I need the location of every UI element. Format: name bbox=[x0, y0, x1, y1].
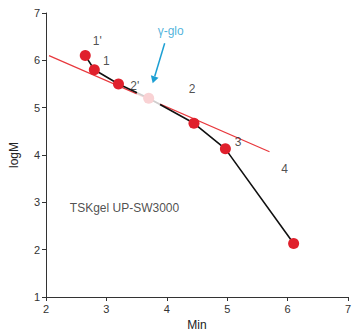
svg-text:5: 5 bbox=[224, 303, 230, 315]
svg-text:4: 4 bbox=[164, 303, 170, 315]
svg-text:γ-glo: γ-glo bbox=[158, 24, 184, 38]
svg-text:TSKgel UP-SW3000: TSKgel UP-SW3000 bbox=[70, 201, 180, 215]
svg-text:4: 4 bbox=[34, 149, 40, 161]
svg-text:7: 7 bbox=[34, 7, 40, 19]
svg-text:3: 3 bbox=[235, 135, 242, 149]
svg-text:4: 4 bbox=[281, 162, 288, 176]
svg-text:5: 5 bbox=[34, 102, 40, 114]
svg-text:1': 1' bbox=[93, 34, 102, 48]
svg-text:6: 6 bbox=[34, 54, 40, 66]
svg-text:3: 3 bbox=[103, 303, 109, 315]
svg-text:1: 1 bbox=[34, 291, 40, 303]
svg-text:2: 2 bbox=[43, 303, 49, 315]
svg-text:3: 3 bbox=[34, 196, 40, 208]
svg-text:7: 7 bbox=[345, 303, 351, 315]
svg-text:2': 2' bbox=[130, 79, 140, 94]
svg-text:2: 2 bbox=[189, 82, 196, 96]
svg-text:6: 6 bbox=[285, 303, 291, 315]
svg-text:logM: logM bbox=[7, 142, 21, 168]
svg-text:2: 2 bbox=[34, 244, 40, 256]
svg-text:Min: Min bbox=[187, 318, 206, 332]
svg-text:1: 1 bbox=[103, 54, 110, 68]
